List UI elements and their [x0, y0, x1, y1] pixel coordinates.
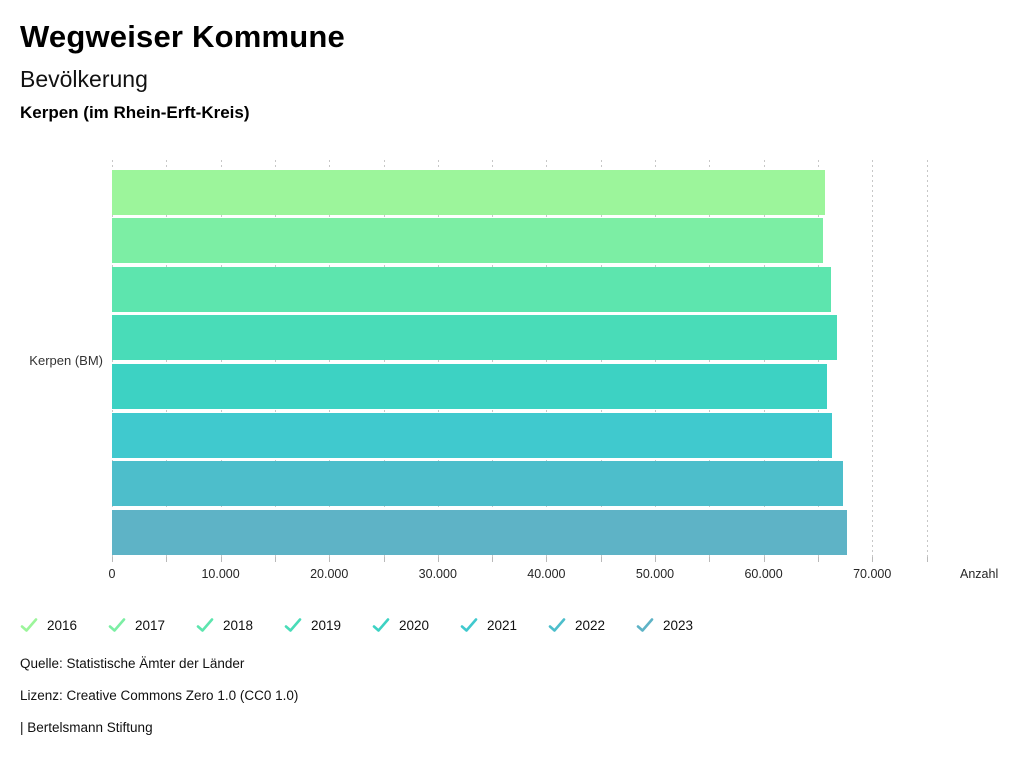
axis-tick — [817, 557, 819, 562]
axis-tick-label: 70.000 — [853, 567, 892, 581]
bar-2019[interactable] — [112, 315, 837, 361]
bar-2021[interactable] — [112, 412, 833, 458]
attribution-note: | Bertelsmann Stiftung — [20, 720, 153, 735]
legend-item-2022[interactable]: 2022 — [548, 617, 636, 633]
source-note: Quelle: Statistische Ämter der Länder — [20, 656, 245, 671]
legend-item-2018[interactable]: 2018 — [196, 617, 284, 633]
check-icon — [548, 618, 566, 632]
page-subtitle: Bevölkerung — [20, 66, 148, 92]
axis-tick — [166, 557, 168, 562]
license-note: Lizenz: Creative Commons Zero 1.0 (CC0 1… — [20, 688, 299, 703]
axis-tick-label: 60.000 — [744, 567, 783, 581]
axis-tick — [655, 557, 656, 562]
axis-tick — [709, 557, 711, 562]
axis-tick-label: 30.000 — [418, 567, 457, 581]
gridline — [926, 160, 928, 557]
bar-2017[interactable] — [112, 218, 824, 264]
legend-item-label: 2017 — [135, 617, 166, 633]
axis-tick — [274, 557, 276, 562]
axis-tick — [383, 557, 385, 562]
axis-tick — [872, 557, 874, 562]
axis-tick-label: 0 — [108, 567, 116, 581]
legend-item-label: 2016 — [47, 617, 78, 633]
report-footer: Quelle: Statistische Ämter der Länder Li… — [20, 656, 298, 752]
page-title: Wegweiser Kommune — [20, 19, 345, 54]
legend-item-2016[interactable]: 2016 — [20, 617, 108, 633]
legend-item-2020[interactable]: 2020 — [372, 617, 460, 633]
plot-area — [112, 160, 936, 557]
legend-item-label: 2019 — [311, 617, 342, 633]
axis-tick-label: 40.000 — [527, 567, 566, 581]
legend-item-label: 2021 — [487, 617, 518, 633]
legend-item-label: 2023 — [663, 617, 694, 633]
bar-2023[interactable] — [112, 510, 848, 556]
bar-2018[interactable] — [112, 266, 831, 312]
x-axis-unit-label: Anzahl — [960, 567, 999, 581]
check-icon — [196, 618, 214, 632]
legend-item-2021[interactable]: 2021 — [460, 617, 548, 633]
axis-tick — [329, 557, 331, 562]
bar-2020[interactable] — [112, 364, 827, 410]
legend-item-2019[interactable]: 2019 — [284, 617, 372, 633]
bar-2022[interactable] — [112, 461, 844, 507]
check-icon — [284, 618, 302, 632]
y-axis-group-label: Kerpen (BM) — [29, 353, 103, 368]
gridline — [872, 160, 874, 557]
x-axis: Anzahl 0 10.000 20.000 30.000 40.000 50.000 60… — [108, 557, 1024, 589]
legend-item-label: 2022 — [575, 617, 606, 633]
axis-tick — [437, 557, 439, 562]
legend-item-label: 2020 — [399, 617, 430, 633]
axis-tick — [546, 557, 548, 562]
axis-tick — [112, 557, 113, 562]
check-icon — [636, 618, 654, 632]
legend-item-2017[interactable]: 2017 — [108, 617, 196, 633]
axis-tick — [492, 557, 494, 562]
legend-item-label: 2018 — [223, 617, 254, 633]
check-icon — [108, 618, 126, 632]
axis-tick-label: 10.000 — [201, 567, 240, 581]
check-icon — [20, 618, 38, 632]
axis-tick — [763, 557, 765, 562]
check-icon — [460, 618, 478, 632]
check-icon — [372, 618, 390, 632]
axis-tick-label: 50.000 — [635, 567, 675, 581]
axis-tick — [926, 557, 928, 562]
chart-legend: 2016 2017 2018 2019 2020 2021 2022 2023 — [20, 617, 724, 633]
legend-item-2023[interactable]: 2023 — [636, 617, 724, 633]
bar-2016[interactable] — [112, 169, 825, 215]
page-location: Kerpen (im Rhein-Erft-Kreis) — [20, 103, 250, 122]
axis-tick — [220, 557, 222, 562]
axis-tick-label: 20.000 — [310, 567, 349, 581]
axis-tick — [600, 557, 602, 562]
